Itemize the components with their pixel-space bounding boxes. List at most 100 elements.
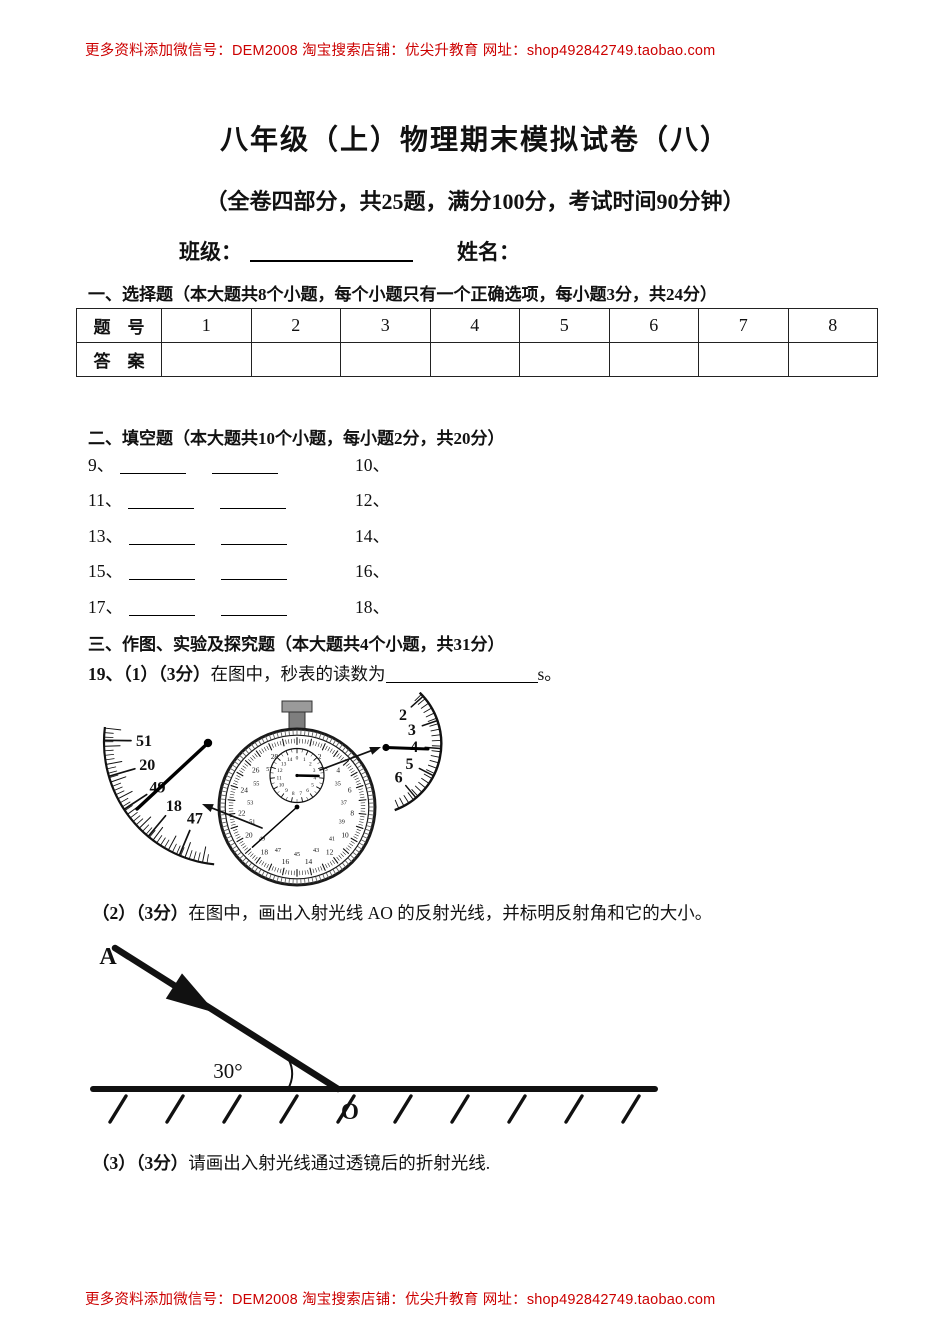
q19-1-number: 19、（1）（3分） bbox=[88, 664, 211, 684]
reflection-figure: A 30° O bbox=[88, 938, 668, 1143]
q19-1-answer-blank bbox=[385, 666, 538, 683]
blank-row: 9、 10、 bbox=[88, 452, 518, 487]
svg-text:6: 6 bbox=[306, 788, 309, 794]
svg-text:3: 3 bbox=[408, 722, 416, 739]
svg-text:51: 51 bbox=[249, 819, 255, 826]
svg-text:30°: 30° bbox=[213, 1059, 242, 1083]
svg-text:20: 20 bbox=[245, 830, 253, 839]
reflection-svg: A 30° O bbox=[90, 944, 658, 1124]
class-blank-line bbox=[250, 240, 413, 262]
answer-row-header: 答 案 bbox=[76, 342, 162, 377]
blank-underline bbox=[129, 599, 195, 616]
section-draw-heading: 三、作图、实验及探究题（本大题共4个小题，共31分） bbox=[88, 635, 505, 654]
svg-text:43: 43 bbox=[313, 847, 319, 854]
svg-text:37: 37 bbox=[341, 799, 347, 806]
fill-in-blank-rows: 9、 10、 11、 12、 13、 14、 15、 16、 17、 18、 bbox=[88, 452, 518, 629]
svg-text:O: O bbox=[341, 1099, 359, 1124]
svg-text:8: 8 bbox=[350, 808, 354, 817]
svg-text:7: 7 bbox=[299, 791, 302, 797]
svg-text:28: 28 bbox=[271, 752, 279, 761]
svg-text:2: 2 bbox=[399, 707, 407, 724]
svg-text:22: 22 bbox=[238, 808, 246, 817]
svg-text:5: 5 bbox=[311, 783, 314, 789]
svg-text:9: 9 bbox=[285, 788, 288, 794]
blank-right-number: 16、 bbox=[355, 561, 390, 582]
svg-text:20: 20 bbox=[139, 757, 155, 774]
question-number-cell: 4 bbox=[429, 308, 520, 343]
svg-text:8: 8 bbox=[292, 791, 295, 797]
q19-3-text: 请画出入射光线通过透镜后的折射光线. bbox=[188, 1153, 491, 1173]
svg-text:26: 26 bbox=[252, 765, 260, 774]
question-number-cell: 1 bbox=[161, 308, 252, 343]
blank-row: 11、 12、 bbox=[88, 487, 518, 522]
stopwatch-figure: 0312334356378391041124314451647184920512… bbox=[95, 691, 455, 892]
question-19-2-line: （2）（3分）在图中，画出入射光线 AO 的反射光线，并标明反射角和它的大小。 bbox=[92, 900, 712, 925]
svg-text:1: 1 bbox=[303, 757, 306, 763]
exam-subtitle: （全卷四部分，共25题，满分100分，考试时间90分钟） bbox=[205, 189, 745, 214]
answer-cell bbox=[250, 342, 341, 377]
question-row-header: 题 号 bbox=[76, 308, 162, 343]
blank-underline bbox=[129, 528, 195, 545]
question-number-cell: 5 bbox=[519, 308, 610, 343]
svg-text:18: 18 bbox=[166, 798, 182, 815]
svg-text:55: 55 bbox=[253, 781, 259, 788]
answer-cell bbox=[519, 342, 610, 377]
blank-underline bbox=[212, 457, 279, 474]
blank-underline bbox=[221, 563, 287, 581]
svg-text:10: 10 bbox=[341, 830, 349, 839]
q19-1-unit: s。 bbox=[537, 664, 562, 684]
svg-text:45: 45 bbox=[294, 851, 300, 858]
svg-text:33: 33 bbox=[322, 766, 328, 773]
blank-row: 15、 16、 bbox=[88, 558, 518, 593]
svg-text:2: 2 bbox=[318, 752, 322, 761]
name-label: 姓名： bbox=[457, 240, 520, 264]
blank-underline bbox=[128, 493, 195, 510]
svg-text:57: 57 bbox=[266, 766, 272, 773]
blank-left-number: 11、 bbox=[88, 490, 123, 511]
blank-right-number: 14、 bbox=[355, 525, 390, 546]
blank-right-number: 12、 bbox=[355, 490, 390, 511]
section-choice-heading: 一、选择题（本大题共8个小题，每个小题只有一个正确选项，每小题3分，共24分） bbox=[88, 285, 717, 304]
question-number-cell: 6 bbox=[608, 308, 699, 343]
blank-underline bbox=[129, 563, 195, 581]
question-19-3-line: （3）（3分）请画出入射光线通过透镜后的折射光线. bbox=[92, 1150, 490, 1175]
svg-text:6: 6 bbox=[395, 770, 403, 787]
svg-text:14: 14 bbox=[287, 757, 293, 763]
blank-row: 13、 14、 bbox=[88, 523, 518, 558]
blank-left-number: 13、 bbox=[88, 525, 123, 546]
svg-text:5: 5 bbox=[406, 756, 414, 773]
blank-underline bbox=[120, 457, 187, 474]
svg-text:4: 4 bbox=[336, 765, 340, 774]
student-info-line: 班级： 姓名： bbox=[179, 236, 520, 266]
answer-cell bbox=[608, 342, 699, 377]
answer-cell bbox=[787, 342, 878, 377]
blank-left-number: 15、 bbox=[88, 561, 123, 582]
svg-text:0: 0 bbox=[296, 756, 299, 762]
question-number-cell: 2 bbox=[250, 308, 341, 343]
answer-cell bbox=[429, 342, 520, 377]
svg-text:2: 2 bbox=[309, 761, 312, 767]
svg-text:A: A bbox=[99, 944, 117, 970]
q19-2-number: （2）（3分） bbox=[92, 903, 189, 923]
footer-promo-note: 更多资料添加微信号：DEM2008 淘宝搜索店铺：优尖升教育 网址：shop49… bbox=[85, 1292, 716, 1308]
blank-underline bbox=[220, 493, 287, 510]
svg-text:16: 16 bbox=[282, 857, 290, 866]
q19-3-number: （3）（3分） bbox=[92, 1153, 189, 1173]
svg-text:41: 41 bbox=[329, 836, 335, 843]
svg-text:3: 3 bbox=[313, 768, 316, 774]
question-number-cell: 7 bbox=[698, 308, 789, 343]
svg-text:35: 35 bbox=[335, 781, 341, 788]
blank-right-number: 18、 bbox=[355, 596, 390, 617]
svg-text:14: 14 bbox=[305, 857, 313, 866]
svg-text:24: 24 bbox=[241, 785, 249, 794]
q19-2-text: 在图中，画出入射光线 AO 的反射光线，并标明反射角和它的大小。 bbox=[188, 903, 713, 923]
header-promo-note: 更多资料添加微信号：DEM2008 淘宝搜索店铺：优尖升教育 网址：shop49… bbox=[85, 43, 716, 59]
svg-text:53: 53 bbox=[247, 799, 253, 806]
svg-text:51: 51 bbox=[136, 733, 152, 750]
svg-text:13: 13 bbox=[281, 761, 287, 767]
svg-text:18: 18 bbox=[261, 848, 269, 857]
svg-text:47: 47 bbox=[275, 847, 281, 854]
